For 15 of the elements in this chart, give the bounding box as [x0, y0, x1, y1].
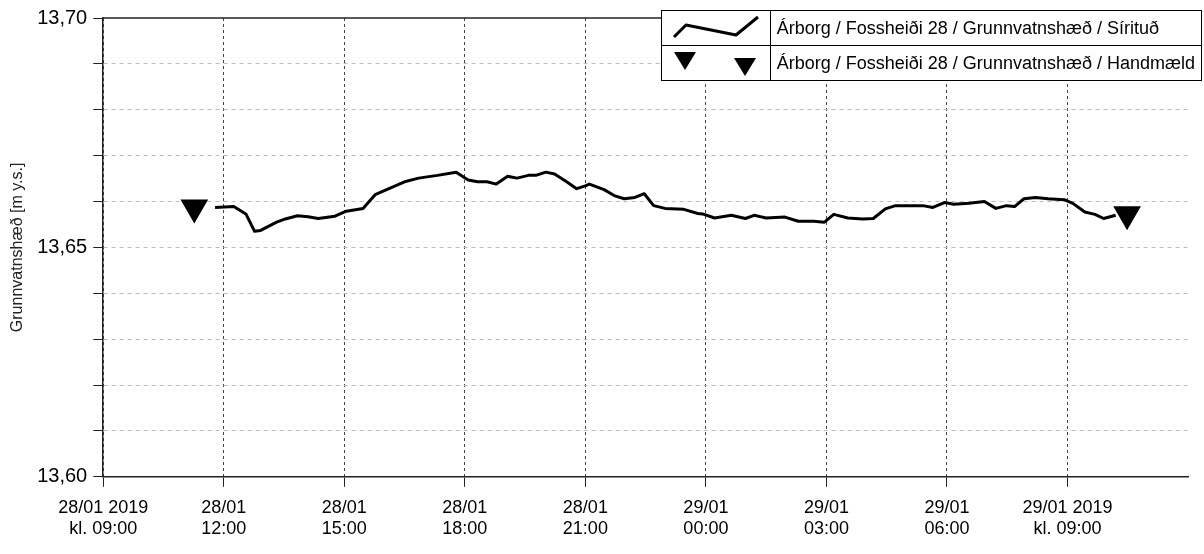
y-axis-title: Grunnvatnshæð [m y.s.]	[8, 162, 26, 333]
x-tick-label: 29/01 00:00	[683, 496, 729, 539]
x-tick-label: 29/01 06:00	[924, 496, 970, 539]
legend-label: Árborg / Fossheiði 28 / Grunnvatnshæð / Handmæld	[770, 45, 1202, 81]
y-tick-label: 13,70	[37, 5, 88, 28]
x-tick-label: 28/01 18:00	[442, 496, 488, 539]
x-tick-label: 28/01 15:00	[321, 496, 367, 539]
x-tick-label: 28/01 12:00	[201, 496, 247, 539]
legend-label: Árborg / Fossheiði 28 / Grunnvatnshæð / Sírituð	[770, 10, 1202, 46]
x-tick-label: 28/01 21:00	[562, 496, 608, 539]
x-tick-label: 28/01 2019 kl. 09:00	[58, 496, 149, 539]
x-tick-label: 29/01 2019 kl. 09:00	[1022, 496, 1113, 539]
x-tick-label: 29/01 03:00	[803, 496, 849, 539]
y-tick-label: 13,65	[37, 234, 88, 257]
y-tick-label: 13,60	[37, 464, 88, 487]
